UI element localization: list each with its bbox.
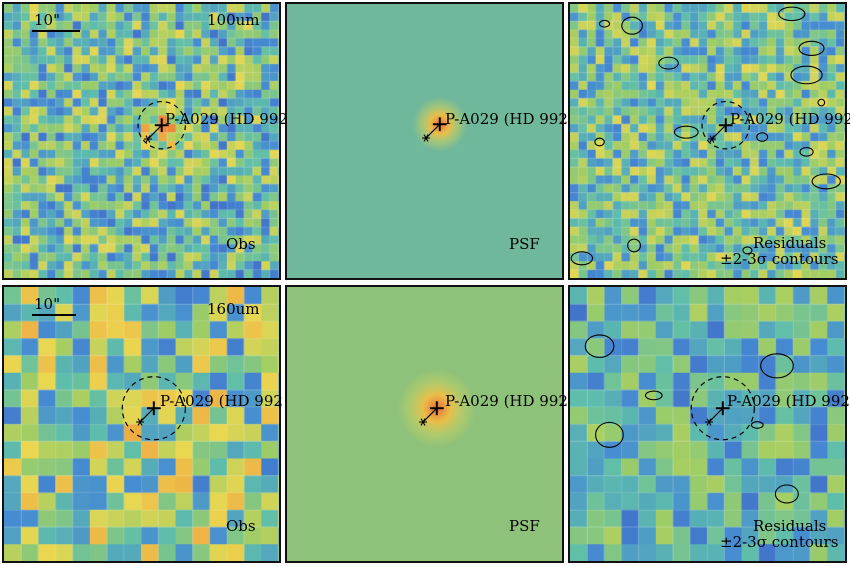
contour-line xyxy=(817,98,826,107)
contour-line xyxy=(760,353,794,379)
scale-bar xyxy=(32,314,76,316)
contour-line xyxy=(570,251,594,266)
obs-map-100um xyxy=(4,4,279,278)
contour-line xyxy=(673,125,699,139)
offset-line xyxy=(147,124,163,140)
scale-label: 10" xyxy=(34,295,60,313)
contour-line xyxy=(658,56,679,70)
panel-label-obs: Obs xyxy=(226,235,256,253)
band-label: 160um xyxy=(207,300,260,318)
source-label: P-A029 (HD 992 xyxy=(160,392,283,410)
contour-line xyxy=(584,334,615,358)
contour-line xyxy=(598,19,611,28)
star-marker xyxy=(706,418,712,426)
source-label: P-A029 (HD 992 xyxy=(727,392,850,410)
star-marker xyxy=(145,135,151,143)
overlay-100um-obs xyxy=(137,100,186,150)
offset-line xyxy=(711,124,727,140)
aperture-circle xyxy=(701,100,750,150)
overlay-160um-res xyxy=(584,334,799,504)
star-marker xyxy=(423,134,429,142)
scale-label: 10" xyxy=(34,11,60,29)
panel-label-psf: PSF xyxy=(509,517,540,535)
source-label: P-A029 (HD 992 xyxy=(730,110,850,128)
source-label: P-A029 (HD 992 xyxy=(165,110,288,128)
contour-line xyxy=(778,6,806,22)
panel-label-residuals: Residuals xyxy=(753,234,827,252)
panel-160um-residuals: Residuals ±2-3σ contours xyxy=(568,285,847,563)
aperture-circle xyxy=(137,100,186,150)
panel-100um-psf: PSF xyxy=(285,2,564,280)
contour-line xyxy=(621,16,643,35)
panel-160um-psf: PSF xyxy=(285,285,564,563)
contour-line xyxy=(799,147,814,157)
contour-line xyxy=(756,132,769,142)
offset-line xyxy=(425,123,441,139)
aperture-circle xyxy=(690,376,755,441)
panel-100um-residuals: Residuals ±2-3σ contours xyxy=(568,2,847,280)
contour-line xyxy=(790,65,823,85)
offset-line xyxy=(139,407,155,423)
contour-line xyxy=(798,40,825,56)
contour-line xyxy=(595,421,624,448)
overlay-100um-res xyxy=(570,6,841,266)
panel-label-psf: PSF xyxy=(509,235,540,253)
offset-line xyxy=(422,407,438,423)
panel-100um-obs: 10" 100um Obs xyxy=(2,2,281,280)
panel-label-residuals: Residuals xyxy=(753,517,827,535)
panel-label-obs: Obs xyxy=(226,517,256,535)
star-marker xyxy=(420,418,426,426)
star-marker xyxy=(709,135,715,143)
source-label: P-A029 (HD 992 xyxy=(445,110,568,128)
contour-line xyxy=(750,421,764,429)
offset-line xyxy=(708,407,724,423)
contour-line xyxy=(627,238,641,253)
contour-line xyxy=(742,246,753,255)
panel-160um-obs: 10" 160um Obs xyxy=(2,285,281,563)
contour-line xyxy=(594,137,605,147)
scale-bar xyxy=(32,30,80,32)
overlay-160um-obs xyxy=(121,376,186,441)
contour-line xyxy=(811,173,841,190)
contour-line xyxy=(774,484,799,504)
panel-label-contours: ±2-3σ contours xyxy=(720,250,839,268)
star-marker xyxy=(137,418,143,426)
overlay-160um-psf xyxy=(419,401,444,426)
panel-label-contours: ±2-3σ contours xyxy=(720,533,839,551)
band-label: 100um xyxy=(207,11,260,29)
source-label: P-A029 (HD 992 xyxy=(445,392,568,410)
contour-line xyxy=(644,390,663,401)
overlay-100um-psf xyxy=(422,117,447,142)
aperture-circle xyxy=(121,376,186,441)
